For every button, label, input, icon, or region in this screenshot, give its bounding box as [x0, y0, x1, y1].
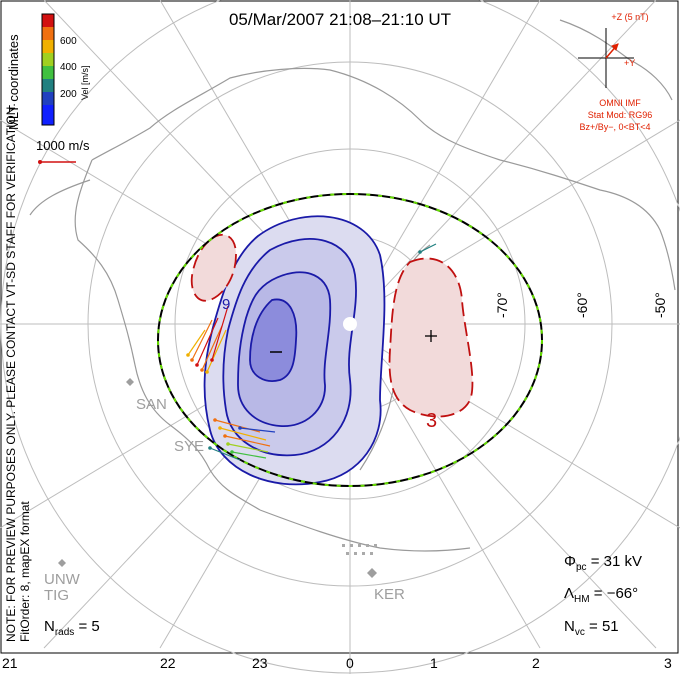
mlt-label-23: 23	[252, 655, 268, 671]
preview-note: NOTE: FOR PREVIEW PURPOSES ONLY. PLEASE …	[4, 103, 18, 642]
hm-boundary-dash	[157, 193, 543, 487]
reference-vector-label: 1000 m/s	[36, 138, 90, 153]
phi-pc-value: = 31 kV	[590, 553, 642, 570]
reference-vector	[38, 160, 76, 164]
station-ker: KER	[374, 586, 405, 603]
lambda-hm-symbol: Λ	[564, 585, 575, 602]
mlt-label-3: 3	[664, 655, 672, 671]
mlt-label-21: 21	[2, 655, 18, 671]
colorbar-tick-200: 200	[60, 89, 77, 100]
lambda-hm-value: = −66°	[593, 585, 639, 602]
imf-source: OMNI IMF	[599, 98, 641, 108]
station-unw: UNW	[44, 571, 80, 588]
mlt-label-22: 22	[160, 655, 176, 671]
n-vc-value: = 51	[589, 618, 619, 635]
negative-convection-cell	[203, 215, 386, 486]
mlt-label-0: 0	[346, 655, 354, 671]
colorbar-tick-600: 600	[60, 36, 77, 47]
n-vc-subscript: vc	[574, 627, 585, 638]
pole-marker	[343, 317, 357, 331]
positive-contour-label: 3	[426, 410, 438, 432]
plot-title: 05/Mar/2007 21:08–21:10 UT	[228, 10, 452, 29]
fit-order-note: FitOrder: 8, mapEX format	[18, 501, 32, 642]
phi-pc-symbol: Φ	[564, 553, 576, 570]
n-vc-symbol: N	[564, 618, 575, 635]
latitude-label-60: -60°	[574, 292, 590, 318]
imf-condition: Bz+/By−, 0<BT<4	[579, 122, 651, 132]
imf-model: Stat Mod: RG96	[587, 110, 653, 120]
lambda-hm-stat: ΛHM = −66°	[564, 585, 638, 605]
vector-origins	[186, 250, 422, 454]
positive-convection-cell	[190, 233, 474, 418]
station-san: SAN	[136, 396, 167, 413]
n-rads-subscript: rads	[54, 627, 75, 638]
imf-y-label: +Y	[624, 58, 636, 68]
imf-dial	[578, 28, 634, 88]
latitude-label-50: -50°	[652, 292, 668, 318]
colorbar-title: Vel [m/s]	[80, 65, 90, 100]
mlt-label-2: 2	[532, 655, 540, 671]
n-rads-stat: Nrads = 5	[44, 618, 100, 638]
imf-z-label: +Z (5 nT)	[611, 12, 649, 22]
sparse-data-points	[342, 544, 377, 555]
n-vc-stat: Nvc = 51	[564, 618, 619, 638]
mlt-label-1: 1	[430, 655, 438, 671]
station-tig: TIG	[44, 587, 69, 604]
station-sye: SYE	[174, 438, 205, 455]
n-rads-symbol: N	[44, 618, 55, 635]
velocity-vectors	[187, 243, 437, 461]
n-rads-value: = 5	[78, 618, 100, 635]
negative-contour-label: 9	[222, 296, 231, 313]
latitude-label-70: -70°	[494, 292, 510, 318]
phi-pc-subscript: pc	[575, 562, 587, 573]
lambda-hm-subscript: HM	[574, 594, 590, 605]
phi-pc-stat: Φpc = 31 kV	[564, 553, 642, 573]
velocity-colorbar	[41, 13, 55, 126]
colorbar-tick-400: 400	[60, 62, 77, 73]
